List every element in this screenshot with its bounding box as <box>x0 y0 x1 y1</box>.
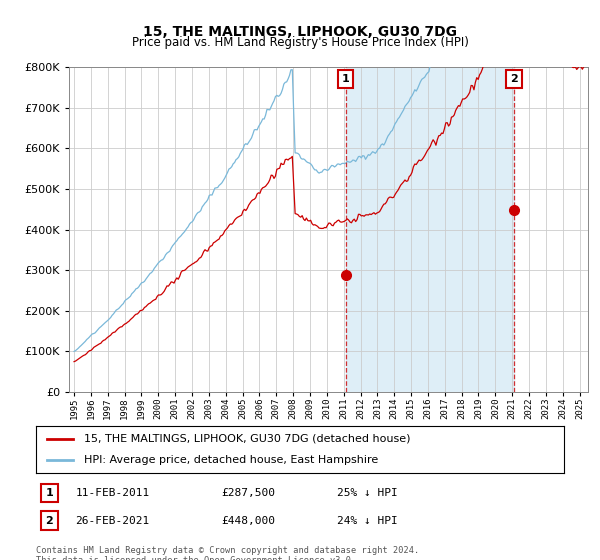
Text: £287,500: £287,500 <box>221 488 275 498</box>
Text: 15, THE MALTINGS, LIPHOOK, GU30 7DG: 15, THE MALTINGS, LIPHOOK, GU30 7DG <box>143 25 457 39</box>
Text: 15, THE MALTINGS, LIPHOOK, GU30 7DG (detached house): 15, THE MALTINGS, LIPHOOK, GU30 7DG (det… <box>83 434 410 444</box>
Text: £448,000: £448,000 <box>221 516 275 526</box>
Text: Price paid vs. HM Land Registry's House Price Index (HPI): Price paid vs. HM Land Registry's House … <box>131 36 469 49</box>
Text: 26-FEB-2021: 26-FEB-2021 <box>76 516 150 526</box>
Text: 25% ↓ HPI: 25% ↓ HPI <box>337 488 398 498</box>
Text: 2: 2 <box>46 516 53 526</box>
Text: 24% ↓ HPI: 24% ↓ HPI <box>337 516 398 526</box>
Text: 1: 1 <box>342 74 350 85</box>
Text: 11-FEB-2011: 11-FEB-2011 <box>76 488 150 498</box>
Bar <box>346 67 514 392</box>
Text: 1: 1 <box>46 488 53 498</box>
Text: 2: 2 <box>511 74 518 85</box>
Text: Contains HM Land Registry data © Crown copyright and database right 2024.
This d: Contains HM Land Registry data © Crown c… <box>36 546 419 560</box>
Text: HPI: Average price, detached house, East Hampshire: HPI: Average price, detached house, East… <box>83 455 378 465</box>
